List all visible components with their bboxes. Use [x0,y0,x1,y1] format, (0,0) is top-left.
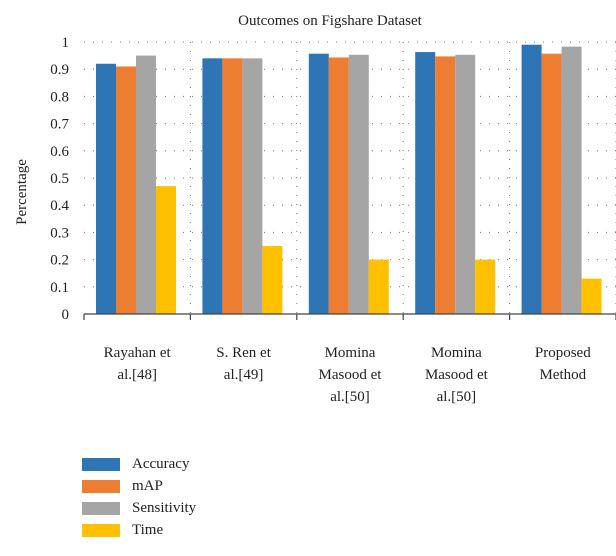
bar-sensitivity-1 [242,58,263,314]
y-tick-label: 0.3 [50,225,69,241]
bar-time-0 [156,186,176,314]
bar-map-1 [222,58,243,314]
legend-label: Sensitivity [132,499,197,516]
grid-lines [84,41,616,314]
bar-accuracy-3 [415,52,436,315]
x-axis [83,313,616,320]
bar-accuracy-1 [202,58,223,314]
x-category-label: Rayahan et al.[48] [104,345,172,383]
legend-item-time: Time [82,519,196,541]
y-tick-label: 1 [62,35,70,51]
bar-time-2 [368,259,389,314]
y-tick-label: 0.5 [50,171,69,187]
y-tick-label: 0.9 [50,62,69,78]
chart-title: Outcomes on Figshare Dataset [238,13,423,29]
y-tick-label: 0 [62,307,70,323]
bar-time-3 [475,259,496,314]
legend-label: Accuracy [132,455,190,472]
bar-map-4 [541,53,562,315]
legend-item-sensitivity: Sensitivity [82,497,196,519]
bar-map-3 [435,56,456,314]
x-category-label: Proposed Method [535,345,591,383]
bar-sensitivity-0 [136,55,156,314]
bar-accuracy-0 [96,63,116,315]
legend-item-accuracy: Accuracy [82,453,196,475]
y-axis-ticks: 0 0.1 0.2 0.3 0.4 0.5 0.6 0.7 0.8 0.9 1 [50,35,69,323]
x-category-label: S. Ren et al.[49] [216,345,271,383]
legend-item-map: mAP [82,475,196,497]
legend-swatch [82,523,120,537]
y-tick-label: 0.4 [50,198,69,214]
legend: Accuracy mAP Sensitivity Time [82,453,196,541]
y-tick-label: 0.2 [50,253,69,269]
legend-swatch [82,501,120,515]
y-tick-label: 0.6 [50,144,69,160]
y-tick-label: 0.1 [50,280,69,296]
x-category-label: Momina Masood et al.[50] [425,345,489,405]
bar-sensitivity-2 [348,54,369,315]
legend-label: mAP [132,477,163,494]
legend-swatch [82,457,120,471]
y-tick-label: 0.8 [50,89,69,105]
x-axis-categories: Rayahan et al.[48] S. Ren et al.[49] Momina M… [104,345,592,405]
legend-label: Time [132,521,164,538]
legend-swatch [82,479,120,493]
bar-map-2 [328,57,349,315]
bar-accuracy-2 [308,53,329,315]
y-tick-label: 0.7 [50,117,69,133]
bar-sensitivity-4 [561,46,582,315]
y-axis-label: Percentage [14,159,30,225]
bar-accuracy-4 [521,44,542,314]
bar-sensitivity-3 [455,54,476,315]
bars [96,44,602,315]
x-category-label: Momina Masood et al.[50] [319,345,383,405]
bar-time-4 [581,278,602,314]
bar-map-0 [116,66,136,314]
bar-time-1 [262,246,283,314]
